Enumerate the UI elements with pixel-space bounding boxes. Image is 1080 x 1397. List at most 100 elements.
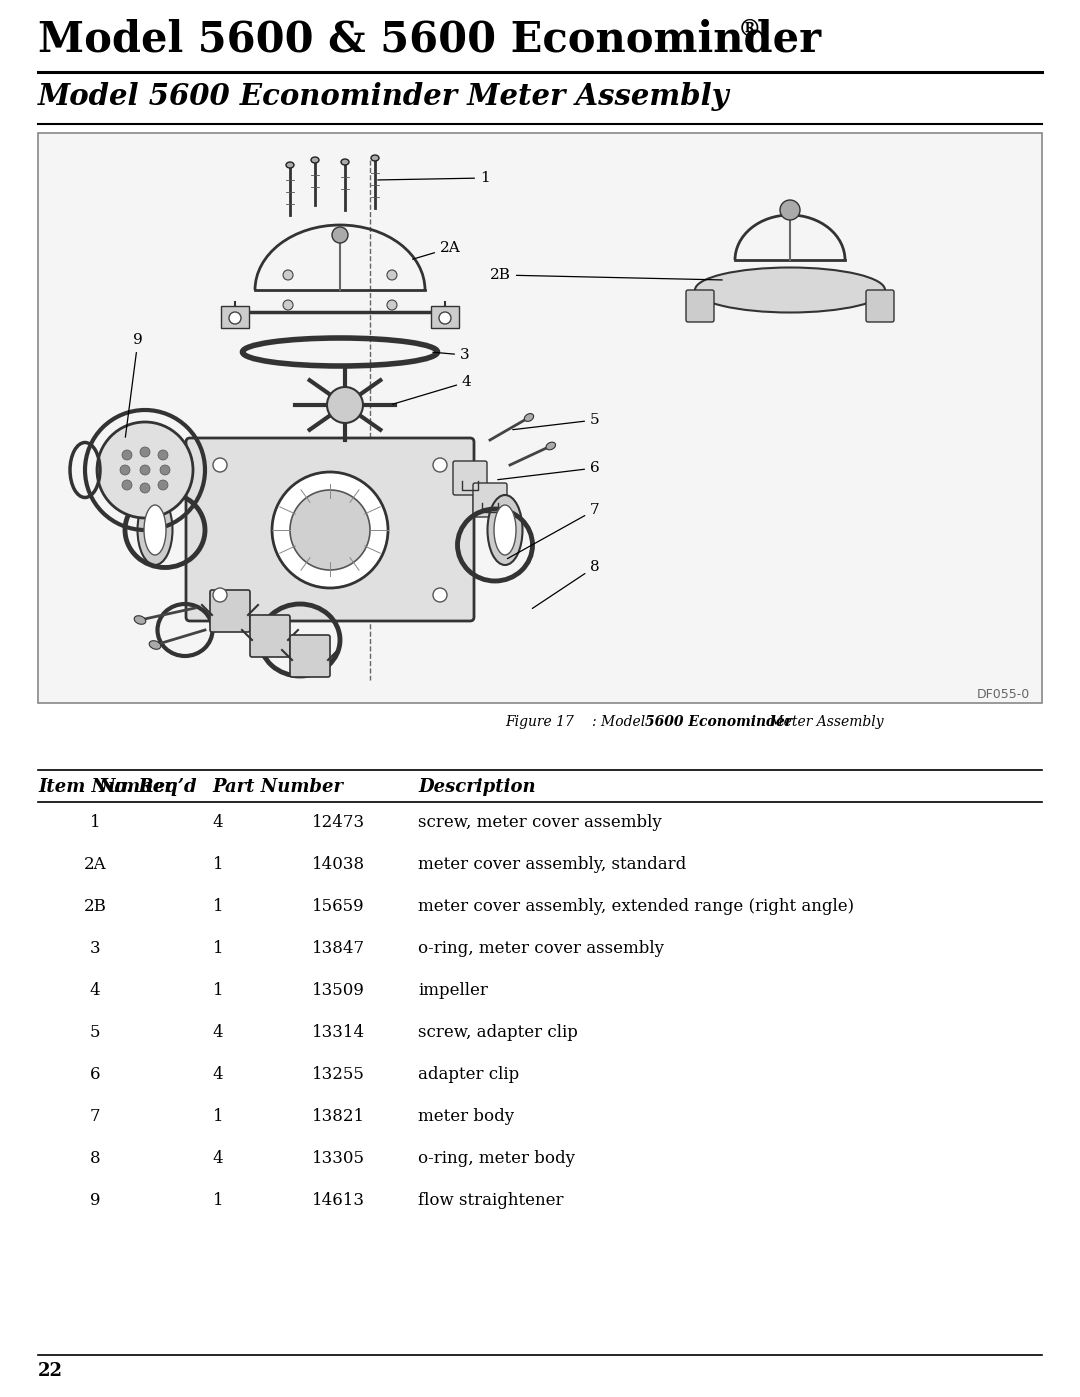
Circle shape <box>122 450 132 460</box>
Text: meter body: meter body <box>418 1108 514 1125</box>
Text: 1: 1 <box>213 1192 224 1208</box>
Text: 4: 4 <box>213 1150 224 1166</box>
Text: 13821: 13821 <box>311 1108 365 1125</box>
Text: 4: 4 <box>213 1066 224 1083</box>
FancyBboxPatch shape <box>686 291 714 321</box>
Text: 13509: 13509 <box>311 982 364 999</box>
Circle shape <box>140 483 150 493</box>
Text: Description: Description <box>418 778 536 796</box>
Text: 1: 1 <box>213 898 224 915</box>
Text: No. Req’d: No. Req’d <box>98 778 198 796</box>
Ellipse shape <box>311 156 319 163</box>
Text: 2A: 2A <box>413 242 461 260</box>
Text: 14038: 14038 <box>311 856 365 873</box>
FancyBboxPatch shape <box>249 615 291 657</box>
Text: Meter Assembly: Meter Assembly <box>765 715 883 729</box>
Text: 4: 4 <box>213 1024 224 1041</box>
Circle shape <box>140 465 150 475</box>
Circle shape <box>433 588 447 602</box>
Circle shape <box>97 422 193 518</box>
Ellipse shape <box>546 443 555 450</box>
Text: Part Number: Part Number <box>213 778 343 796</box>
Circle shape <box>122 481 132 490</box>
Text: Model 5600 & 5600 Econominder: Model 5600 & 5600 Econominder <box>38 18 821 60</box>
Text: screw, adapter clip: screw, adapter clip <box>418 1024 578 1041</box>
Text: 6: 6 <box>90 1066 100 1083</box>
Text: Model 5600 Econominder Meter Assembly: Model 5600 Econominder Meter Assembly <box>38 82 730 110</box>
FancyBboxPatch shape <box>453 461 487 495</box>
Circle shape <box>213 458 227 472</box>
Text: 14613: 14613 <box>311 1192 365 1208</box>
Circle shape <box>387 270 397 279</box>
Text: 13255: 13255 <box>311 1066 364 1083</box>
Circle shape <box>158 481 168 490</box>
Circle shape <box>433 458 447 472</box>
Text: ®: ® <box>738 18 761 42</box>
Circle shape <box>332 226 348 243</box>
Text: 15659: 15659 <box>312 898 364 915</box>
Circle shape <box>213 588 227 602</box>
Text: 1: 1 <box>213 982 224 999</box>
Text: 1: 1 <box>90 814 100 831</box>
Text: o-ring, meter body: o-ring, meter body <box>418 1150 575 1166</box>
Ellipse shape <box>341 159 349 165</box>
FancyBboxPatch shape <box>473 483 507 517</box>
Text: 5: 5 <box>513 414 599 430</box>
Bar <box>221 306 249 328</box>
Text: 1: 1 <box>213 856 224 873</box>
Text: : Model: : Model <box>592 715 650 729</box>
FancyBboxPatch shape <box>186 439 474 622</box>
FancyBboxPatch shape <box>866 291 894 321</box>
Text: 8: 8 <box>90 1150 100 1166</box>
Circle shape <box>272 472 388 588</box>
Ellipse shape <box>286 162 294 168</box>
Ellipse shape <box>144 504 166 555</box>
Text: DF055-0: DF055-0 <box>976 687 1030 701</box>
Text: 5600 Econominder: 5600 Econominder <box>645 715 792 729</box>
Circle shape <box>158 450 168 460</box>
Text: Figure 17: Figure 17 <box>505 715 575 729</box>
Text: 9: 9 <box>125 332 143 437</box>
Text: 13314: 13314 <box>311 1024 365 1041</box>
Text: screw, meter cover assembly: screw, meter cover assembly <box>418 814 662 831</box>
Ellipse shape <box>696 267 885 313</box>
Text: 2B: 2B <box>490 268 723 282</box>
Text: adapter clip: adapter clip <box>418 1066 519 1083</box>
Text: 1: 1 <box>213 1108 224 1125</box>
Text: meter cover assembly, standard: meter cover assembly, standard <box>418 856 686 873</box>
Text: o-ring, meter cover assembly: o-ring, meter cover assembly <box>418 940 664 957</box>
Circle shape <box>229 312 241 324</box>
Text: 9: 9 <box>90 1192 100 1208</box>
Text: Item Number: Item Number <box>38 778 174 796</box>
Ellipse shape <box>134 616 146 624</box>
FancyBboxPatch shape <box>210 590 249 631</box>
Circle shape <box>780 200 800 219</box>
Circle shape <box>283 300 293 310</box>
Text: 2A: 2A <box>83 856 106 873</box>
Text: 8: 8 <box>532 560 599 609</box>
Text: 3: 3 <box>433 348 470 362</box>
Ellipse shape <box>149 641 161 650</box>
Text: 4: 4 <box>213 814 224 831</box>
Text: 22: 22 <box>38 1362 63 1380</box>
Text: flow straightener: flow straightener <box>418 1192 564 1208</box>
Circle shape <box>327 387 363 423</box>
Circle shape <box>291 490 370 570</box>
Ellipse shape <box>494 504 516 555</box>
Text: 1: 1 <box>378 170 489 184</box>
Ellipse shape <box>524 414 534 422</box>
Text: 4: 4 <box>90 982 100 999</box>
Text: 5: 5 <box>90 1024 100 1041</box>
Circle shape <box>387 300 397 310</box>
Text: 7: 7 <box>508 503 599 559</box>
FancyBboxPatch shape <box>291 636 330 678</box>
Ellipse shape <box>487 495 523 564</box>
Text: meter cover assembly, extended range (right angle): meter cover assembly, extended range (ri… <box>418 898 854 915</box>
Text: 2B: 2B <box>83 898 107 915</box>
Circle shape <box>160 465 170 475</box>
Circle shape <box>140 447 150 457</box>
Ellipse shape <box>372 155 379 161</box>
Text: 4: 4 <box>393 374 472 404</box>
Text: 12473: 12473 <box>311 814 365 831</box>
Text: 13847: 13847 <box>311 940 365 957</box>
